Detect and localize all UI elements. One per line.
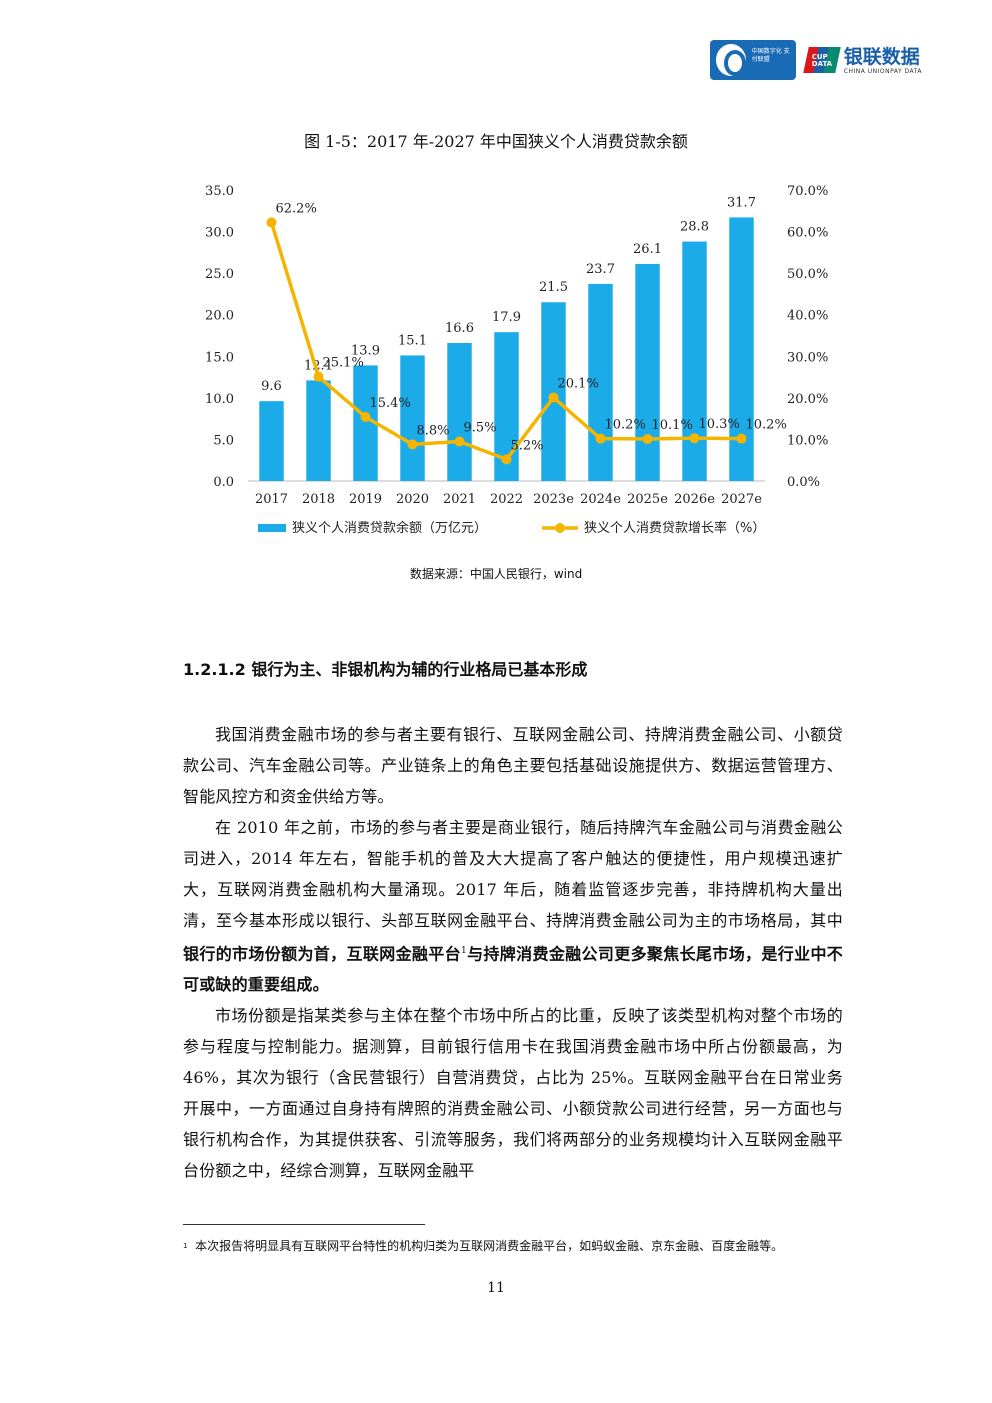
bar-data-label: 13.9 — [351, 343, 380, 358]
paragraph-1: 我国消费金融市场的参与者主要有银行、互联网金融公司、持牌消费金融公司、小额贷款公… — [183, 725, 843, 806]
bar-data-label: 26.1 — [633, 242, 662, 257]
bar — [400, 355, 425, 481]
x-tick-label: 2020 — [396, 492, 429, 507]
line-data-label: 5.2% — [511, 438, 544, 453]
line-point — [736, 433, 747, 444]
line-point — [689, 433, 700, 444]
bar — [447, 342, 472, 481]
bar — [588, 283, 613, 481]
bar-data-label: 23.7 — [586, 262, 615, 277]
x-tick-label: 2021 — [443, 492, 476, 507]
line-point — [454, 436, 465, 447]
bold-text: 银行的市场份额为首，互联网金融平台 — [183, 944, 461, 964]
cup-data-badge: CUP DATA — [803, 45, 841, 75]
line-data-label: 62.2% — [276, 201, 317, 216]
y-left-tick-label: 25.0 — [205, 267, 234, 282]
y-left-tick-label: 15.0 — [205, 350, 234, 365]
bar — [259, 401, 284, 481]
line-point — [266, 217, 277, 228]
y-right-tick-label: 30.0% — [787, 350, 828, 365]
unionpay-data-name: 银联数据 — [843, 45, 920, 68]
line-point — [595, 433, 606, 444]
y-right-tick-label: 50.0% — [787, 267, 828, 282]
line-data-label: 10.2% — [605, 418, 646, 433]
line-data-label: 25.1% — [323, 356, 364, 371]
y-left-tick-label: 35.0 — [205, 184, 234, 199]
unionpay-data-logo: CUP DATA 银联数据 CHINA UNIONPAY DATA — [803, 45, 922, 75]
line-point — [313, 371, 324, 382]
x-tick-label: 2019 — [349, 492, 382, 507]
y-right-tick-label: 40.0% — [787, 309, 828, 324]
line-data-label: 15.4% — [370, 396, 411, 411]
bar-data-label: 16.6 — [445, 321, 474, 336]
paragraph-3: 市场份额是指某类参与主体在整个市场中所占的比重，反映了该类型机构对整个市场的参与… — [183, 1006, 843, 1181]
bar — [682, 241, 707, 481]
x-tick-label: 2022 — [490, 492, 523, 507]
line-data-label: 10.1% — [652, 418, 693, 433]
body-text: 我国消费金融市场的参与者主要有银行、互联网金融公司、持牌消费金融公司、小额贷款公… — [183, 719, 843, 1186]
figure-title: 图 1-5：2017 年-2027 年中国狭义个人消费贷款余额 — [304, 132, 688, 151]
footnote-ref: 1 — [460, 946, 467, 956]
bar-data-label: 21.5 — [539, 280, 568, 295]
payment-alliance-logo: 中国数字化 支付联盟 — [709, 40, 796, 80]
bar — [541, 302, 566, 481]
bar-data-label: 12.1 — [304, 358, 333, 373]
legend-bar-swatch — [258, 524, 286, 532]
bar-data-label: 28.8 — [680, 220, 709, 235]
x-tick-label: 2026e — [674, 492, 715, 507]
y-left-tick-label: 10.0 — [205, 392, 234, 407]
figure-source: 数据来源：中国人民银行，wind — [409, 567, 583, 581]
line-data-label: 20.1% — [558, 376, 599, 391]
x-tick-label: 2027e — [721, 492, 762, 507]
line-point — [642, 434, 653, 445]
payment-alliance-logo-text: 中国数字化 支付联盟 — [751, 48, 790, 63]
paragraph-2: 在 2010 年之前，市场的参与者主要是商业银行，随后持牌汽车金融公司与消费金融… — [183, 818, 843, 995]
x-tick-label: 2023e — [533, 492, 574, 507]
x-tick-label: 2017 — [255, 492, 288, 507]
unionpay-data-en: CHINA UNIONPAY DATA — [843, 67, 922, 75]
section-heading: 1.2.1.2 银行为主、非银机构为辅的行业格局已基本形成 — [183, 660, 588, 679]
footnote-divider — [183, 1224, 425, 1225]
y-right-tick-label: 0.0% — [787, 475, 820, 490]
line-point — [407, 439, 418, 450]
y-left-tick-label: 0.0 — [213, 475, 234, 490]
bar-data-label: 17.9 — [492, 310, 521, 325]
line-data-label: 10.3% — [699, 417, 740, 432]
line-point — [501, 454, 512, 465]
page-number: 11 — [487, 1280, 505, 1296]
line-data-label: 8.8% — [417, 423, 450, 438]
x-tick-label: 2024e — [580, 492, 621, 507]
bar-data-label: 31.7 — [727, 195, 756, 210]
bar-data-label: 9.6 — [261, 379, 282, 394]
line-data-label: 9.5% — [464, 421, 497, 436]
x-tick-label: 2018 — [302, 492, 335, 507]
y-left-tick-label: 5.0 — [213, 433, 234, 448]
y-right-tick-label: 20.0% — [787, 392, 828, 407]
bar — [306, 380, 331, 481]
footnote: 1 本次报告将明显具有互联网平台特性的机构归类为互联网消费金融平台，如蚂蚁金融、… — [183, 1239, 784, 1253]
legend-line-label: 狭义个人消费贷款增长率（%） — [584, 520, 765, 536]
legend-line-marker — [555, 523, 565, 533]
x-tick-label: 2025e — [627, 492, 668, 507]
y-right-tick-label: 70.0% — [787, 184, 828, 199]
y-left-tick-label: 20.0 — [205, 309, 234, 324]
header-logos: 中国数字化 支付联盟 CUP DATA 银联数据 CHINA UNIONPAY … — [709, 40, 922, 80]
bar — [635, 263, 660, 481]
bar-data-label: 15.1 — [398, 333, 427, 348]
bold-text: 与持牌消费金融公司更多聚焦长尾市场，是行业中不可或缺的重要组成。 — [183, 944, 843, 995]
legend-bar-label: 狭义个人消费贷款余额（万亿元） — [292, 520, 487, 536]
line-point — [548, 392, 559, 403]
line-point — [360, 411, 371, 422]
y-right-tick-label: 10.0% — [787, 433, 828, 448]
loan-balance-chart: 0.0 5.0 10.0 15.0 20.0 25.0 30.0 35.0 0.0% 10.0% 2… — [190, 168, 830, 548]
footnote-text: 本次报告将明显具有互联网平台特性的机构归类为互联网消费金融平台，如蚂蚁金融、京东… — [195, 1239, 784, 1253]
y-right-tick-label: 60.0% — [787, 226, 828, 241]
line-data-label: 10.2% — [746, 418, 787, 433]
y-left-tick-label: 30.0 — [205, 226, 234, 241]
